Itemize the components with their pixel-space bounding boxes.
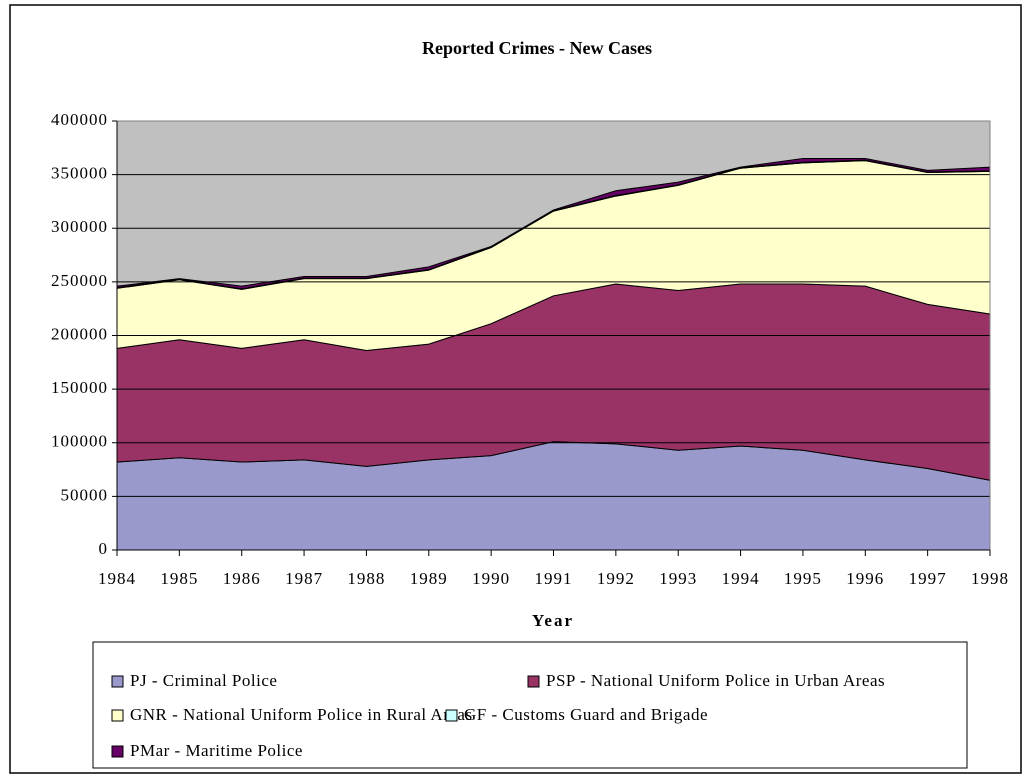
y-tick-label: 100000 [51,432,108,451]
x-tick-label: 1994 [722,569,760,588]
x-tick-label: 1995 [784,569,822,588]
legend-label: PSP - National Uniform Police in Urban A… [546,671,885,690]
legend-label: GNR - National Uniform Police in Rural A… [130,705,473,724]
y-tick-label: 50000 [61,485,109,504]
legend-swatch [111,745,124,758]
legend-label: PJ - Criminal Police [130,671,277,690]
legend-swatch [527,675,540,688]
y-tick-label: 0 [99,539,109,558]
x-tick-label: 1986 [223,569,261,588]
x-tick-label: 1989 [410,569,448,588]
y-tick-label: 150000 [51,378,108,397]
x-tick-label: 1990 [472,569,510,588]
y-tick-label: 400000 [51,110,108,129]
x-tick-label: 1998 [971,569,1009,588]
x-tick-label: 1997 [909,569,947,588]
legend-box [92,641,968,769]
legend-swatch [111,709,124,722]
legend-swatch [445,709,458,722]
y-tick-label: 300000 [51,217,108,236]
legend-label: PMar - Maritime Police [130,741,303,760]
x-tick-label: 1992 [597,569,635,588]
x-tick-label: 1988 [347,569,385,588]
y-tick-label: 350000 [51,164,108,183]
x-tick-label: 1993 [659,569,697,588]
x-tick-label: 1984 [98,569,136,588]
x-tick-label: 1985 [160,569,198,588]
x-tick-label: 1987 [285,569,323,588]
x-axis-label: Year [532,611,574,630]
x-tick-label: 1991 [535,569,573,588]
y-tick-label: 200000 [51,324,108,343]
x-tick-label: 1996 [846,569,884,588]
legend-swatch [111,675,124,688]
legend-label: GF - Customs Guard and Brigade [464,705,708,724]
chart-title: Reported Crimes - New Cases [422,38,652,58]
y-tick-label: 250000 [51,271,108,290]
